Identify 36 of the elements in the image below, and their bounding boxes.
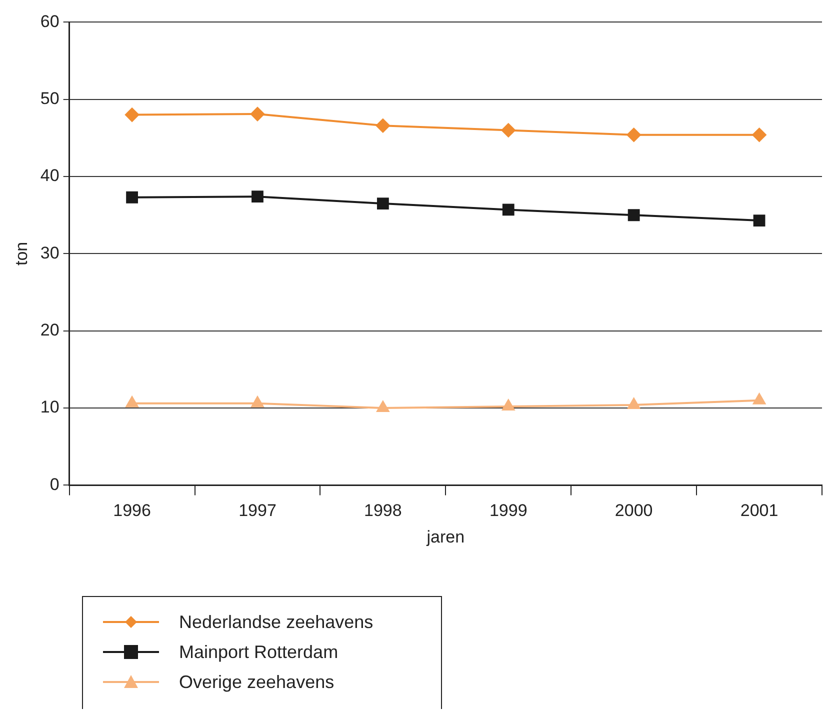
point — [626, 128, 641, 142]
legend-label: Mainport Rotterdam — [179, 642, 338, 662]
point — [376, 401, 390, 412]
point — [252, 190, 264, 203]
point — [501, 123, 516, 138]
legend-label: Overige zeehavens — [179, 672, 334, 692]
point — [628, 398, 640, 409]
y-tick-label: 40 — [40, 166, 60, 186]
x-tick-label: 1998 — [364, 501, 402, 520]
y-tick-label: 20 — [40, 320, 60, 340]
x-tick-label: 1999 — [489, 501, 528, 520]
y-tick-label: 50 — [40, 89, 60, 108]
point — [126, 396, 138, 408]
y-tick-label: 10 — [40, 398, 60, 417]
x-tick-label: 2001 — [740, 501, 778, 520]
y-tick-label: 60 — [40, 12, 60, 31]
point — [125, 108, 140, 122]
point — [126, 191, 138, 204]
x-tick-label: 2000 — [614, 501, 653, 520]
point — [752, 128, 766, 142]
y-tick-label: 0 — [50, 474, 60, 494]
x-tick-label: 1996 — [113, 501, 151, 520]
point — [628, 209, 640, 222]
x-tick-label: 1997 — [238, 501, 276, 520]
point — [376, 198, 389, 210]
y-axis-title: ton — [12, 242, 31, 266]
point — [753, 393, 766, 404]
y-tick-label: 30 — [40, 243, 60, 262]
x-axis-title: jaren — [426, 527, 465, 546]
point — [502, 399, 515, 410]
legend-label: Nederlandse zeehavens — [179, 612, 374, 632]
point — [250, 107, 264, 122]
point — [753, 214, 766, 226]
point — [502, 204, 514, 216]
point — [251, 396, 264, 408]
point — [376, 118, 390, 133]
